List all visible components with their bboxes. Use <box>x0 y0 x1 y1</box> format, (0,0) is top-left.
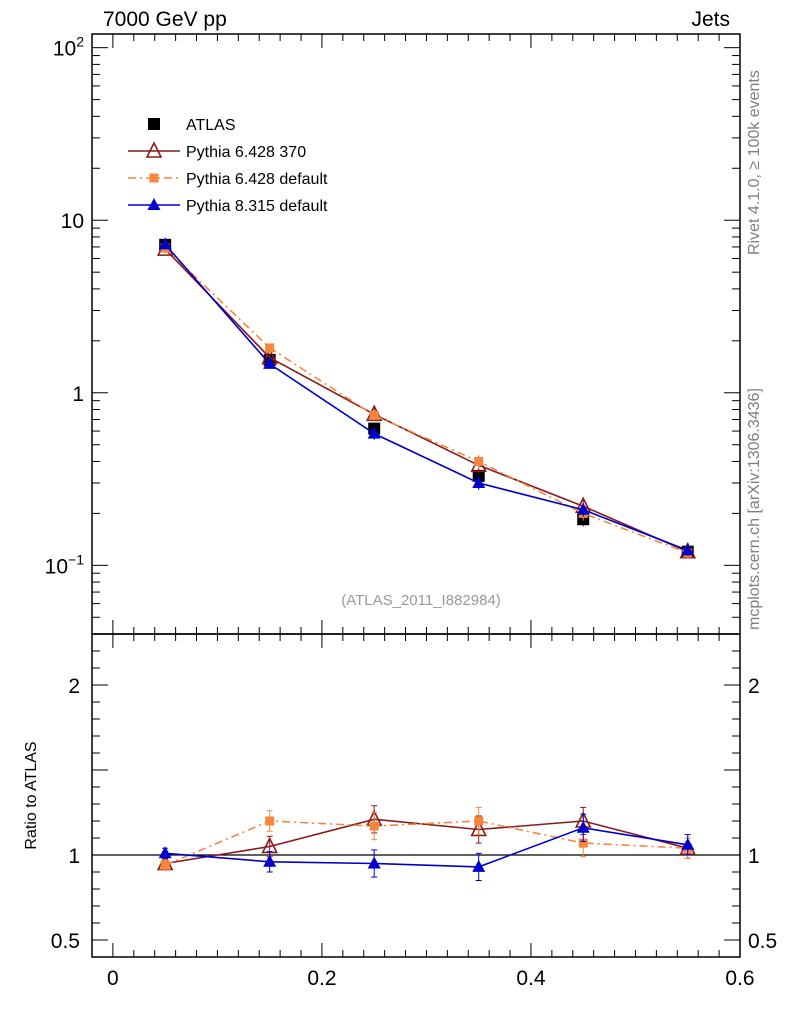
ratio-point-pythia-6-428-default <box>474 816 484 826</box>
y-tick-label: 10 <box>61 210 84 233</box>
main-line-pythia-6-428-default <box>164 247 689 554</box>
main-point-pythia-6-428-default <box>369 410 379 420</box>
x-tick-label: 0.6 <box>725 967 754 990</box>
ratio-point-pythia-8-315-default <box>472 859 486 872</box>
legend-marker-atlas <box>148 118 160 130</box>
x-tick-label: 0.4 <box>516 967 546 990</box>
ratio-y-tick-label-right: 1 <box>748 845 760 868</box>
main-point-pythia-8-315-default <box>158 237 172 250</box>
legend-marker-pythia-6-428-370 <box>145 141 163 158</box>
ratio-y-tick-label-right: 0.5 <box>748 930 777 953</box>
ratio-panel-frame <box>91 633 741 958</box>
x-tick-label: 0 <box>107 967 119 990</box>
legend-label-pythia-8-315-default: Pythia 8.315 default <box>186 198 328 215</box>
ratio-line-pythia-6-428-370 <box>165 818 688 865</box>
y-tick-label: 10−1 <box>45 551 85 578</box>
x-tick-label: 0.2 <box>307 967 336 990</box>
ratio-line-pythia-8-315-default <box>165 826 688 868</box>
ratio-point-pythia-8-315-default <box>263 854 277 867</box>
legend-label-atlas: ATLAS <box>186 117 236 134</box>
main-point-pythia-8-315-default <box>576 502 590 515</box>
ratio-y-tick-label-left: 2 <box>68 675 80 698</box>
main-line-pythia-6-428-370 <box>164 248 689 553</box>
legend-label-pythia-6-428-370: Pythia 6.428 370 <box>186 144 306 161</box>
legend-marker-pythia-6-428-default <box>149 173 159 183</box>
ratio-point-pythia-8-315-default <box>576 820 590 833</box>
main-point-pythia-6-428-default <box>474 456 484 466</box>
main-point-pythia-6-428-default <box>265 343 275 353</box>
main-point-atlas <box>472 469 485 482</box>
header-category-label: Jets <box>691 8 730 31</box>
y-tick-label: 102 <box>53 34 84 61</box>
main-point-pythia-8-315-default <box>367 426 381 439</box>
main-line-pythia-8-315-default <box>164 243 689 552</box>
legend-marker-pythia-8-315-default <box>147 198 161 210</box>
ratio-point-pythia-6-428-default <box>265 816 275 826</box>
ratio-point-pythia-8-315-default <box>158 846 172 859</box>
ratio-y-tick-label-left: 0.5 <box>51 930 80 953</box>
ratio-point-pythia-6-428-default <box>160 860 170 870</box>
ratio-point-pythia-6-428-370 <box>470 819 488 837</box>
ratio-point-pythia-8-315-default <box>367 856 381 869</box>
main-point-pythia-8-315-default <box>681 543 695 556</box>
y-tick-label: 1 <box>72 383 84 406</box>
legend-label-pythia-6-428-default: Pythia 6.428 default <box>186 171 328 188</box>
ratio-point-pythia-6-428-default <box>578 838 588 848</box>
ratio-y-tick-label-left: 1 <box>68 845 80 868</box>
header-process-label: 7000 GeV pp <box>103 8 227 31</box>
ratio-point-pythia-8-315-default <box>681 837 695 850</box>
ratio-point-pythia-6-428-default <box>369 821 379 831</box>
main-point-pythia-8-315-default <box>472 476 486 489</box>
ratio-y-tick-label-right: 2 <box>748 675 760 698</box>
ratio-axis-label: Ratio to ATLAS <box>23 741 40 849</box>
ratio-line-pythia-6-428-default <box>164 820 688 866</box>
main-point-pythia-8-315-default <box>263 356 277 369</box>
analysis-id-label: (ATLAS_2011_I882984) <box>341 592 501 609</box>
